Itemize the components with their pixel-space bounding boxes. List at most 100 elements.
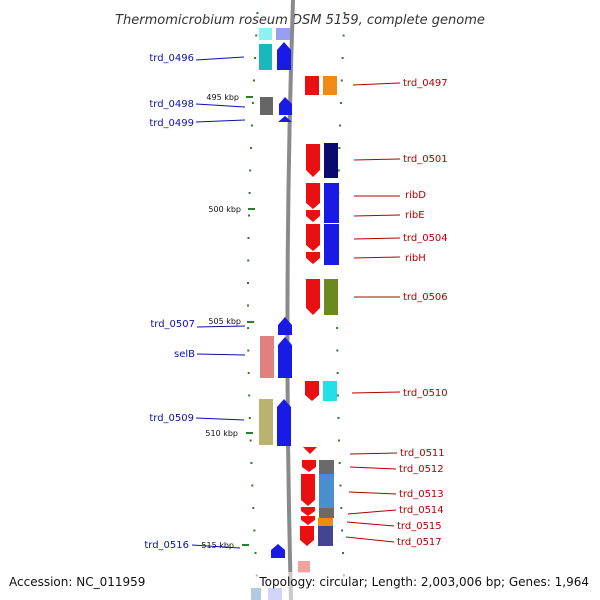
gene-block-trd_0497[interactable] — [323, 76, 337, 95]
gene-label-trd_0496[interactable]: trd_0496 — [149, 53, 194, 64]
scale-label-495: 495 kbp — [206, 93, 239, 102]
gene-block-trd_0512[interactable] — [319, 460, 334, 474]
gene-block-cyan-top[interactable] — [259, 28, 272, 40]
scale-label-510: 510 kbp — [205, 429, 238, 438]
gene-arrow-trd_0501[interactable] — [306, 144, 320, 177]
gene-arrow-trd_0504[interactable] — [306, 224, 320, 251]
gene-arrow-ribD[interactable] — [306, 183, 320, 209]
gene-label-trd_0516[interactable]: trd_0516 — [144, 540, 189, 551]
scale: 495 kbp 500 kbp 505 kbp 510 kbp 515 kbp — [201, 93, 255, 550]
minor-tick — [338, 439, 340, 442]
minor-tick — [249, 169, 252, 172]
gene-label-ribD[interactable]: ribD — [405, 190, 426, 201]
gene-label-trd_0514[interactable]: trd_0514 — [399, 505, 444, 516]
minor-tick — [256, 12, 259, 14]
gene-arrow-trd_0517[interactable] — [300, 526, 314, 546]
gene-label-ribE[interactable]: ribE — [405, 210, 425, 221]
gene-arrow-trd_0516[interactable] — [271, 544, 285, 558]
gene-block-trd_0510[interactable] — [323, 381, 337, 401]
minor-tick — [247, 237, 250, 239]
scale-tick-515 — [242, 544, 249, 546]
minor-tick — [338, 147, 341, 149]
minor-tick — [343, 12, 346, 14]
minor-tick — [340, 79, 343, 82]
gene-label-ribH[interactable]: ribH — [405, 253, 426, 264]
minor-tick — [336, 327, 339, 329]
gene-block-trd_0509[interactable] — [259, 399, 273, 445]
gene-arrow-blue-top[interactable] — [276, 28, 290, 40]
gene-arrow-trd_0512[interactable] — [302, 460, 316, 472]
gene-arrow-trd_0513[interactable] — [301, 474, 315, 506]
gene-label-trd_0509[interactable]: trd_0509 — [149, 413, 194, 424]
gene-block-trd_0498[interactable] — [260, 97, 273, 115]
gene-block-pink-bottom[interactable] — [298, 561, 310, 573]
gene-label-trd_0513[interactable]: trd_0513 — [399, 489, 444, 500]
gene-arrow-trd_0511[interactable] — [303, 447, 317, 454]
minor-tick — [253, 79, 255, 82]
gene-label-trd_0512[interactable]: trd_0512 — [399, 464, 444, 475]
genome-backbone — [285, 0, 295, 600]
gene-block-trd_0496[interactable] — [259, 44, 272, 70]
gene-arrow-trd_0499[interactable] — [278, 116, 292, 122]
gene-label-trd_0498[interactable]: trd_0498 — [149, 99, 194, 110]
gene-arrow-trd_0514b[interactable] — [301, 516, 315, 525]
minor-tick — [336, 349, 339, 352]
gene-block-trd_0504-ribH[interactable] — [324, 224, 339, 265]
minor-tick — [341, 57, 344, 59]
gene-arrow-trd_0509[interactable] — [277, 399, 291, 446]
gene-arrow-trd_0506[interactable] — [306, 279, 320, 315]
minor-tick — [247, 304, 249, 307]
minor-tick — [247, 259, 250, 262]
minor-tick — [342, 552, 344, 554]
minor-tick — [339, 484, 342, 487]
gene-label-trd_0515[interactable]: trd_0515 — [397, 521, 442, 532]
minor-tick — [252, 507, 255, 509]
minor-tick — [255, 34, 258, 37]
gene-arrow-trd_0514a[interactable] — [301, 507, 315, 516]
minor-tick — [247, 282, 249, 284]
minor-tick — [247, 349, 250, 352]
minor-tick — [337, 169, 340, 172]
gene-arrow-selB[interactable] — [278, 337, 292, 378]
minor-tick — [248, 192, 251, 194]
gene-arrow-red-0510[interactable] — [305, 381, 319, 401]
gene-block-trd_0513[interactable] — [319, 474, 334, 508]
gene-arrow-ribE[interactable] — [306, 210, 320, 222]
gene-block-ribD-ribE[interactable] — [324, 183, 339, 223]
scale-label-505: 505 kbp — [208, 317, 241, 326]
minor-tick — [248, 417, 251, 419]
gene-label-selB[interactable]: selB — [174, 349, 195, 360]
gene-block-trd_0515[interactable] — [318, 518, 333, 526]
minor-tick — [251, 484, 254, 487]
gene-arrow-trd_0498[interactable] — [279, 97, 292, 115]
gene-block-trd_0517[interactable] — [318, 526, 333, 546]
gene-label-trd_0517[interactable]: trd_0517 — [397, 537, 442, 548]
gene-label-trd_0510[interactable]: trd_0510 — [403, 388, 448, 399]
gene-arrow-ribH[interactable] — [306, 252, 320, 264]
gene-label-trd_0499[interactable]: trd_0499 — [149, 118, 194, 129]
gene-label-trd_0511[interactable]: trd_0511 — [400, 448, 445, 459]
gene-label-trd_0507[interactable]: trd_0507 — [150, 319, 195, 330]
gene-arrow-trd_0507[interactable] — [278, 317, 292, 335]
minor-tick — [248, 394, 251, 397]
gene-label-trd_0504[interactable]: trd_0504 — [403, 233, 448, 244]
minor-tick — [342, 34, 345, 37]
gene-label-trd_0497[interactable]: trd_0497 — [403, 78, 448, 89]
left-gene-labels: trd_0496 trd_0498 trd_0499 trd_0507 selB… — [144, 53, 195, 551]
gene-block-trd_0514[interactable] — [319, 508, 334, 518]
leader-lines — [191, 56, 401, 549]
gene-label-trd_0501[interactable]: trd_0501 — [403, 154, 448, 165]
gene-block-trd_0501[interactable] — [324, 143, 338, 178]
gene-arrow-trd_0496[interactable] — [277, 42, 291, 70]
minor-tick — [247, 372, 250, 374]
scale-label-515: 515 kbp — [201, 541, 234, 550]
minor-tick — [250, 147, 252, 149]
gene-block-red-0497[interactable] — [305, 76, 319, 95]
minor-tick — [250, 124, 253, 127]
scale-tick-510 — [246, 432, 253, 434]
gene-block-selB[interactable] — [260, 336, 274, 378]
gene-block-trd_0506[interactable] — [324, 279, 338, 315]
gene-label-trd_0506[interactable]: trd_0506 — [403, 292, 448, 303]
